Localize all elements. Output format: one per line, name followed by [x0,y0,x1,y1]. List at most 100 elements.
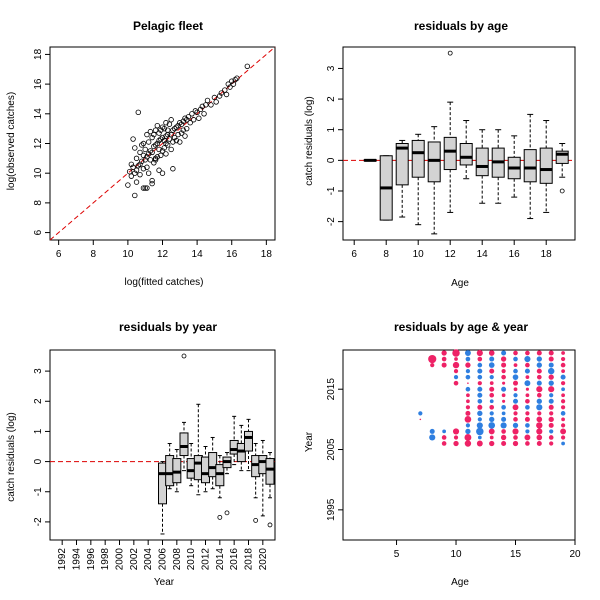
data-point [180,127,186,133]
data-point [149,180,155,187]
plot-frame [342,349,576,541]
residual-bubble [513,435,518,440]
data-point [184,125,190,132]
panel-pelagic-fleet: Pelagic fleet log(fitted catches) log(ob… [6,19,276,288]
residual-bubble [524,355,531,363]
data-point [208,102,214,108]
residual-bubble [489,404,495,410]
residual-bubble [548,380,554,386]
residual-bubble [548,422,554,428]
x-tick-label: 18 [541,249,553,260]
data-point [213,99,219,105]
residual-bubble [549,429,554,434]
residual-bubble [548,398,554,404]
data-point [163,151,169,157]
residual-bubble [513,411,518,416]
outlier-point [181,353,187,359]
data-point [171,134,178,141]
data-point [177,139,183,145]
box [215,464,225,487]
residual-bubble [477,386,483,392]
data-point [139,142,145,148]
residual-bubble [501,369,506,374]
x-tick-label: 15 [510,549,522,560]
data-point [142,146,148,153]
y-tick-label: 10 [33,167,44,179]
data-point [156,137,162,144]
data-point [156,130,162,136]
box [443,136,457,171]
outlier-point [447,50,453,56]
data-point [158,127,164,133]
data-point [151,131,157,138]
residual-bubble [513,380,519,386]
box [539,147,553,184]
residual-bubble [442,429,446,434]
residual-bubble [441,435,447,440]
data-point [137,171,143,178]
data-point [152,142,159,148]
residual-bubble [560,428,567,435]
residual-bubble [560,435,566,440]
data-point [139,158,145,165]
data-point [140,166,147,172]
data-point [149,134,155,141]
data-point [142,157,148,163]
data-point [173,137,180,144]
data-point [196,115,202,121]
residual-bubble [489,435,494,440]
plot-marks [49,46,276,241]
residual-bubble [548,404,554,410]
x-tick-label: 14 [477,249,489,260]
data-point [163,140,169,147]
y-tick-label: 3 [33,368,44,374]
residual-bubble [476,440,483,447]
x-tick-label: 2002 [129,548,140,571]
y-tick-label: 1995 [326,498,337,521]
residual-bubble [525,398,530,404]
residual-bubble [429,434,436,441]
residual-bubble [452,361,460,369]
y-axis-label: catch residuals (log) [6,412,17,501]
x-tick-label: 5 [394,549,400,560]
residual-bubble [502,381,506,385]
residual-bubble [561,369,565,373]
data-point [149,149,155,156]
data-point [227,84,233,90]
data-point [159,148,166,154]
residual-bubble [548,374,554,380]
y-tick-label: -1 [33,487,44,496]
residual-bubble [488,362,495,368]
residual-bubble [501,374,506,380]
axis-ticks: 6 8 10 12 14 16 18 6 8 10 12 14 16 18 [33,46,276,260]
x-tick-label: 1996 [86,548,97,571]
residual-bubble [525,387,529,391]
x-tick-label: 20 [569,549,581,560]
residual-bubble [500,356,507,362]
y-tick-label: -2 [326,217,337,226]
data-point [164,142,171,148]
residual-bubble [477,381,482,386]
data-point [230,81,237,87]
x-tick-label: 2008 [172,548,183,571]
data-point [203,102,209,108]
chart-title: Pelagic fleet [133,19,203,33]
outlier-point [559,188,565,194]
reference-line-1to1 [49,46,276,241]
residual-bubble [537,411,542,416]
data-point [161,125,167,132]
data-point [133,167,140,173]
residual-bubble [453,375,459,380]
data-point [142,185,148,191]
residual-bubble [560,381,566,386]
residual-bubble [561,393,565,398]
residual-bubble [418,411,423,416]
residual-bubble [548,362,554,368]
residual-bubble [560,374,566,380]
y-tick-label: 0 [326,157,337,163]
residual-bubble [465,362,471,368]
data-point [175,122,181,129]
data-point [152,157,159,163]
residual-bubble [536,392,542,398]
data-point [154,140,161,147]
